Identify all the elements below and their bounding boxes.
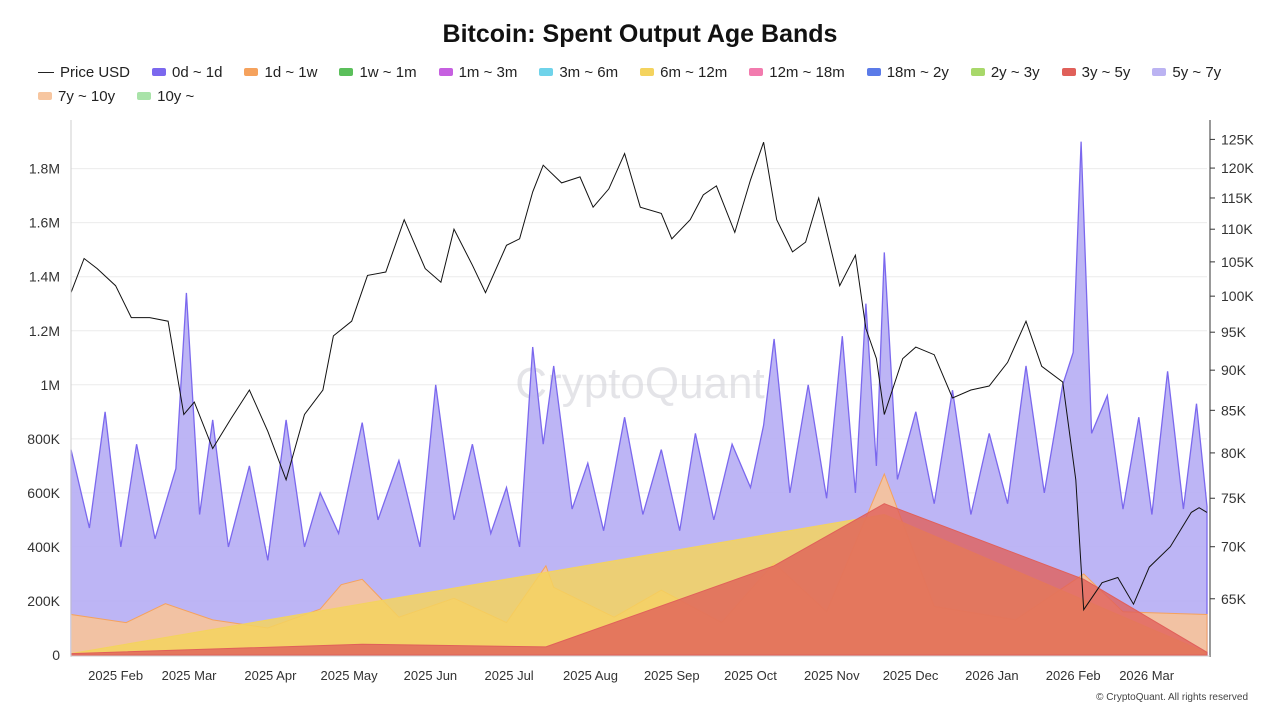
legend-item[interactable]: 3m ~ 6m [539, 62, 618, 82]
y-left-tick-label: 1.2M [29, 323, 60, 339]
area-series [70, 141, 1208, 656]
legend-item[interactable]: Price USD [38, 62, 130, 82]
y-right-tick-label: 110K [1221, 221, 1253, 237]
legend-label: 18m ~ 2y [886, 63, 949, 81]
y-right-tick-label: 65K [1221, 591, 1247, 607]
area-3y-5y [70, 503, 1208, 656]
legend-swatch [38, 92, 52, 100]
y-right-tick-label: 105K [1221, 254, 1254, 270]
legend-swatch [970, 68, 985, 76]
y-right-tick-label: 85K [1221, 402, 1247, 418]
y-left-tick-label: 1.8M [29, 161, 60, 177]
y-right-tick-label: 115K [1221, 190, 1253, 206]
legend-swatch [1061, 68, 1076, 76]
y-right-tick-label: 75K [1221, 490, 1247, 506]
y-right-tick-label: 120K [1221, 160, 1254, 176]
copyright-footer: © CryptoQuant. All rights reserved [1096, 692, 1248, 703]
legend-item[interactable]: 2y ~ 3y [970, 62, 1040, 82]
legend-swatch [438, 68, 453, 76]
legend-swatch [539, 68, 554, 76]
legend-item[interactable]: 18m ~ 2y [866, 62, 949, 82]
x-tick-label: 2025 Apr [244, 668, 297, 683]
legend-item[interactable]: 10y ~ [137, 86, 194, 106]
legend-item[interactable]: 0d ~ 1d [152, 62, 222, 82]
legend-swatch [38, 71, 54, 73]
legend-swatch [137, 92, 152, 100]
legend-swatch [339, 68, 354, 76]
y-left-tick-label: 1.4M [29, 269, 60, 285]
x-tick-label: 2025 Sep [644, 668, 700, 683]
legend-item[interactable]: 1m ~ 3m [438, 62, 518, 82]
x-tick-label: 2025 May [321, 668, 379, 683]
price-usd-line [70, 142, 1208, 612]
x-tick-label: 2025 Jul [485, 668, 534, 683]
y-left-tick-label: 400K [27, 539, 60, 555]
legend-label: 0d ~ 1d [172, 63, 223, 81]
legend-label: Price USD [60, 63, 131, 81]
y-left-tick-label: 600K [27, 485, 60, 501]
x-tick-label: 2026 Mar [1119, 668, 1175, 683]
price-series [70, 142, 1208, 612]
legend-item[interactable]: 12m ~ 18m [749, 62, 845, 82]
x-tick-label: 2026 Feb [1046, 668, 1101, 683]
legend-swatch [866, 68, 881, 76]
y-left-tick-label: 800K [27, 431, 60, 447]
y-left-tick-label: 1.6M [29, 215, 60, 231]
x-tick-label: 2025 Oct [724, 668, 777, 683]
y-left-tick-label: 1M [41, 377, 60, 393]
axes: 0 200K 400K 600K 800K 1M 1.2M 1.4M 1.6M 1.8M 65K 70… [27, 120, 1254, 683]
legend-label: 2y ~ 3y [990, 63, 1040, 81]
legend-swatch [244, 68, 259, 76]
legend-label: 10y ~ [157, 87, 195, 105]
legend-swatch [152, 68, 167, 76]
y-right-tick-label: 125K [1221, 131, 1254, 147]
legend-item[interactable]: 6m ~ 12m [640, 62, 727, 82]
y-right-tick-label: 95K [1221, 324, 1247, 340]
x-tick-label: 2025 Dec [883, 668, 939, 683]
y-right-tick-label: 80K [1221, 445, 1247, 461]
y-left-tick-label: 200K [27, 593, 60, 609]
legend-label: 12m ~ 18m [769, 63, 845, 81]
legend-item[interactable]: 7y ~ 10y [38, 86, 115, 106]
legend-item[interactable]: 3y ~ 5y [1061, 62, 1131, 82]
y-right-tick-label: 100K [1221, 288, 1254, 304]
legend-item[interactable]: 1d ~ 1w [244, 62, 317, 82]
y-left-tick-label: 0 [52, 647, 60, 663]
legend-label: 3y ~ 5y [1081, 63, 1131, 81]
chart-title: Bitcoin: Spent Output Age Bands [442, 20, 838, 48]
y-right-tick-label: 70K [1221, 539, 1247, 555]
chart-legend: Price USD 0d ~ 1d 1d ~ 1w 1w ~ 1m 1m ~ 3m 3m … [38, 62, 1258, 106]
legend-label: 1m ~ 3m [458, 63, 518, 81]
x-tick-label: 2026 Jan [965, 668, 1019, 683]
legend-swatch [1152, 68, 1167, 76]
legend-label: 7y ~ 10y [58, 87, 116, 105]
legend-item[interactable]: 5y ~ 7y [1152, 62, 1221, 82]
legend-label: 3m ~ 6m [559, 63, 619, 81]
x-tick-label: 2025 Nov [804, 668, 860, 683]
legend-label: 5y ~ 7y [1172, 63, 1222, 81]
x-tick-label: 2025 Aug [563, 668, 618, 683]
x-tick-label: 2025 Feb [88, 668, 143, 683]
legend-swatch [749, 68, 764, 76]
y-right-tick-label: 90K [1221, 362, 1247, 378]
legend-label: 1w ~ 1m [359, 63, 417, 81]
x-tick-label: 2025 Jun [404, 668, 458, 683]
legend-item[interactable]: 1w ~ 1m [339, 62, 417, 82]
legend-label: 6m ~ 12m [660, 63, 728, 81]
legend-swatch [640, 68, 655, 76]
x-tick-label: 2025 Mar [162, 668, 218, 683]
legend-label: 1d ~ 1w [264, 63, 318, 81]
